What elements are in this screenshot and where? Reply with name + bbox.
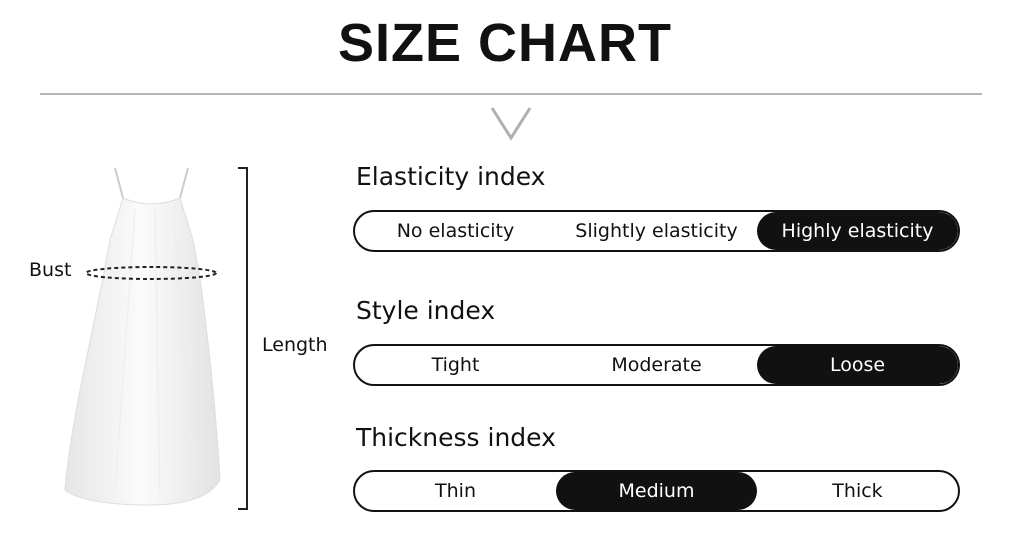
index-scale: Tight Moderate Loose (353, 344, 960, 386)
index-option-selected: Medium (556, 472, 757, 510)
index-scale: Thin Medium Thick (353, 470, 960, 512)
index-title: Style index (356, 296, 496, 325)
bust-label: Bust (29, 259, 72, 281)
divider (40, 93, 982, 95)
length-label: Length (262, 334, 328, 356)
index-scale: No elasticity Slightly elasticity Highly e… (353, 210, 960, 252)
index-option: Thin (435, 480, 476, 502)
index-option-selected: Highly elasticity (757, 212, 958, 250)
index-option: Tight (431, 354, 480, 376)
bust-measure-line (85, 266, 217, 280)
index-option-selected: Loose (757, 346, 958, 384)
index-option: Moderate (611, 354, 702, 376)
index-option: Thick (832, 480, 883, 502)
length-bracket (238, 167, 248, 510)
index-option: No elasticity (396, 220, 515, 242)
chevron-down-icon (490, 107, 532, 141)
index-title: Elasticity index (356, 162, 546, 191)
index-title: Thickness index (356, 423, 556, 452)
index-option: Slightly elasticity (575, 220, 738, 242)
dress-image (64, 167, 221, 506)
page-title: SIZE CHART (338, 13, 672, 73)
